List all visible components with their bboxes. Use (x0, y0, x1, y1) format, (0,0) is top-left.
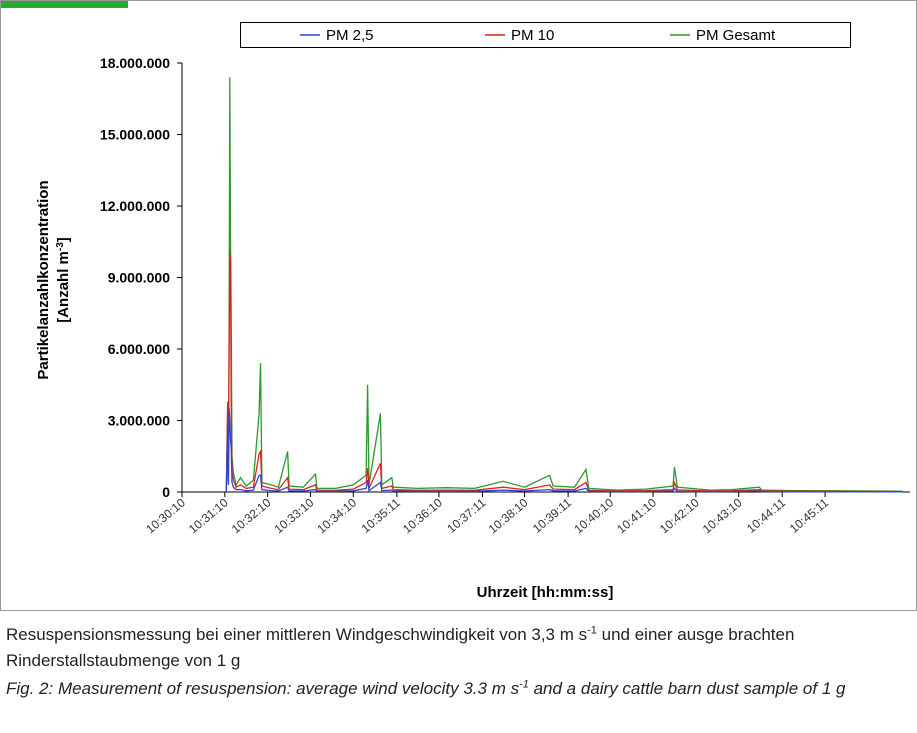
legend-label: PM 2,5 (326, 27, 374, 44)
label-part: ] (55, 237, 72, 242)
y-axis-title-line: Partikelanzahlkonzentration (35, 180, 52, 379)
caption-text: Fig. 2: Measurement of resuspension: ave… (6, 679, 520, 698)
series-line (225, 253, 903, 493)
y-tick-label: 0 (162, 484, 170, 500)
y-tick-label: 3.000.000 (108, 413, 170, 429)
x-tick-label: 10:38:10 (486, 495, 531, 536)
x-tick-label: 10:35:11 (359, 495, 403, 535)
legend-label: PM 10 (511, 27, 554, 44)
series-line (225, 77, 903, 493)
caption-text: Resuspensionsmessung bei einer mittleren… (6, 625, 588, 644)
caption-text: and a dairy cattle barn dust sample of 1… (528, 679, 846, 698)
superscript: -3 (55, 242, 66, 251)
x-tick-label: 10:39:11 (530, 495, 574, 535)
x-tick-label: 10:30:10 (143, 495, 188, 536)
x-tick-label: 10:34:10 (314, 495, 359, 536)
y-axis-title: Partikelanzahlkonzentration [Anzahl m-3] (35, 180, 72, 379)
x-tick-label: 10:41:10 (614, 495, 659, 536)
superscript: -1 (519, 678, 529, 691)
x-tick-label: 10:32:10 (229, 495, 274, 536)
caption-text: und einer ausge brachten Rinderstallstau… (6, 625, 795, 670)
y-axis-title-line: [Anzahl m-3] (55, 237, 73, 323)
x-tick-label: 10:45:11 (787, 495, 831, 535)
legend-label: PM Gesamt (696, 27, 776, 44)
y-tick-label: 6.000.000 (108, 341, 170, 357)
header-bar (0, 0, 128, 8)
y-tick-label: 15.000.000 (100, 127, 170, 143)
x-tick-label: 10:42:10 (657, 495, 702, 536)
caption-de: Resuspensionsmessung bei einer mittleren… (6, 622, 911, 674)
x-tick-label: 10:40:10 (571, 495, 616, 536)
series-line (225, 408, 903, 493)
chart: Uhrzeit [hh:mm:ss] Partikelanzahlkonzent… (0, 0, 917, 611)
superscript: -1 (587, 624, 597, 637)
y-tick-label: 18.000.000 (100, 55, 170, 71)
label-part: [Anzahl m (55, 251, 72, 323)
x-tick-label: 10:31:10 (186, 495, 231, 536)
legend-box (240, 22, 851, 48)
x-tick-label: 10:33:10 (272, 495, 317, 536)
x-axis-title: Uhrzeit [hh:mm:ss] (477, 584, 614, 601)
caption-en: Fig. 2: Measurement of resuspension: ave… (6, 676, 911, 702)
y-tick-label: 9.000.000 (108, 270, 170, 286)
y-tick-label: 12.000.000 (100, 198, 170, 214)
x-tick-label: 10:43:10 (700, 495, 745, 536)
x-tick-label: 10:37:11 (444, 495, 488, 535)
x-tick-label: 10:44:11 (744, 495, 788, 535)
x-tick-label: 10:36:10 (400, 495, 445, 536)
caption: Resuspensionsmessung bei einer mittleren… (6, 622, 911, 702)
